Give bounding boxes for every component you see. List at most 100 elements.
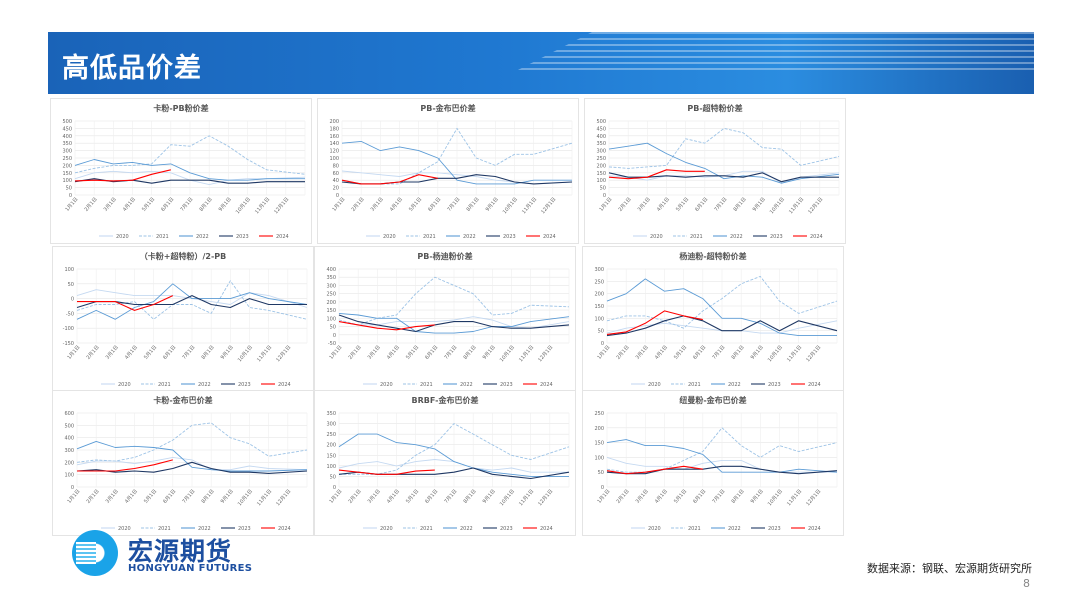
x-tick-label: 10月1日 [499, 344, 516, 363]
x-tick-label: 8月1日 [201, 344, 216, 360]
chart-svg: 0 50 100 150 200 250 300 350 1月1日 2月1日 3月1日 4月1日 5月1… [326, 411, 570, 532]
y-tick-label: 250 [594, 411, 604, 417]
series-line-2022 [74, 159, 305, 181]
series-line-2024 [338, 321, 435, 331]
x-tick-label: 3月1日 [103, 196, 118, 212]
chart-6: 杨迪粉-超特粉价差 0 50 100 150 200 250 300 1月1日 2月1日 3月1日 4… [582, 246, 844, 392]
x-tick-label: 4月1日 [386, 488, 401, 504]
y-tick-label: 200 [596, 163, 606, 169]
x-tick-label: 10月1日 [767, 344, 784, 363]
y-tick-label: 50 [598, 329, 604, 335]
legend-label: 2023 [768, 526, 781, 532]
series-line-2024 [606, 310, 703, 335]
y-tick-label: 100 [329, 156, 339, 162]
x-tick-label: 2月1日 [616, 344, 631, 360]
x-tick-label: 6月1日 [692, 488, 707, 504]
y-tick-label: 200 [62, 163, 72, 169]
series-line-2024 [77, 459, 173, 472]
y-tick-label: 150 [326, 453, 336, 459]
y-tick-label: 350 [326, 275, 336, 281]
x-tick-label: 10月1日 [767, 488, 784, 507]
y-tick-label: 250 [326, 292, 336, 298]
x-tick-label: 6月1日 [427, 196, 442, 212]
legend-label: 2022 [460, 382, 473, 388]
x-tick-label: 2月1日 [348, 344, 363, 360]
y-tick-label: 150 [326, 308, 336, 314]
legend-label: 2022 [198, 382, 211, 388]
y-tick-label: 60 [333, 171, 339, 177]
page-title: 高低品价差 [62, 53, 202, 84]
x-tick-label: 3月1日 [105, 344, 120, 360]
series-line-2023 [606, 465, 838, 475]
y-tick-label: 400 [596, 134, 606, 140]
x-tick-label: 11月1日 [521, 196, 538, 215]
x-tick-label: 12月1日 [273, 196, 290, 215]
y-tick-label: 250 [326, 432, 336, 438]
x-tick-label: 2月1日 [86, 344, 101, 360]
y-tick-label: -100 [63, 326, 74, 332]
x-tick-label: 4月1日 [656, 196, 671, 212]
x-tick-label: 7月1日 [181, 488, 196, 504]
series-line-2022 [338, 433, 569, 477]
y-tick-label: 0 [71, 485, 74, 491]
y-tick-label: 0 [333, 333, 336, 339]
legend-label: 2024 [540, 526, 553, 532]
x-tick-label: 7月1日 [443, 488, 458, 504]
y-tick-label: 300 [62, 149, 72, 155]
y-tick-label: 0 [69, 193, 72, 199]
y-tick-label: 400 [62, 134, 72, 140]
x-tick-label: 6月1日 [160, 196, 175, 212]
y-tick-label: 450 [62, 126, 72, 132]
x-tick-label: 5月1日 [408, 196, 423, 212]
y-tick-label: 200 [329, 119, 339, 125]
y-tick-label: 140 [329, 141, 339, 147]
x-tick-label: 7月1日 [446, 196, 461, 212]
x-tick-label: 12月1日 [805, 344, 822, 363]
x-tick-label: 3月1日 [370, 196, 385, 212]
legend-label: 2020 [383, 234, 396, 240]
x-tick-label: 12月1日 [805, 488, 822, 507]
x-tick-label: 11月1日 [518, 488, 535, 507]
y-tick-label: -50 [66, 311, 74, 317]
y-tick-label: 350 [62, 141, 72, 147]
logo-mark-icon [72, 530, 118, 576]
series-line-2021 [338, 276, 570, 326]
x-tick-label: 7月1日 [179, 196, 194, 212]
x-tick-label: 5月1日 [673, 488, 688, 504]
y-tick-label: 450 [596, 126, 606, 132]
legend-label: 2022 [728, 382, 741, 388]
legend-label: 2021 [688, 382, 701, 388]
y-tick-label: 500 [62, 119, 72, 125]
x-tick-label: 8月1日 [466, 196, 481, 212]
legend-label: 2021 [420, 526, 433, 532]
y-tick-label: -50 [328, 341, 336, 347]
x-tick-label: 12月1日 [540, 196, 557, 215]
legend-label: 2020 [380, 382, 393, 388]
x-tick-label: 5月1日 [143, 344, 158, 360]
y-tick-label: 100 [64, 473, 74, 479]
x-tick-label: 2月1日 [616, 488, 631, 504]
legend-label: 2020 [648, 382, 661, 388]
x-tick-label: 3月1日 [367, 344, 382, 360]
y-tick-label: 250 [594, 279, 604, 285]
x-tick-label: 4月1日 [386, 344, 401, 360]
legend-label: 2022 [198, 526, 211, 532]
y-tick-label: 500 [64, 423, 74, 429]
x-tick-label: 1月1日 [598, 196, 613, 212]
series-line-2022 [606, 439, 838, 473]
y-tick-label: 180 [329, 126, 339, 132]
x-tick-label: 8月1日 [731, 344, 746, 360]
x-tick-label: 1月1日 [328, 488, 343, 504]
legend-label: 2023 [236, 234, 249, 240]
chart-8: BRBF-金布巴价差 0 50 100 150 200 250 300 350 1月1日 2月1日 3… [314, 390, 576, 536]
x-tick-label: 6月1日 [424, 488, 439, 504]
series-line-2020 [338, 459, 569, 473]
series-line-2024 [606, 465, 703, 475]
chart-7: 卡粉-金布巴价差 0 100 200 300 400 500 600 1月1日 2月1日 3月1日 4… [52, 390, 314, 536]
y-tick-label: 200 [326, 443, 336, 449]
y-tick-label: 150 [594, 304, 604, 310]
y-tick-label: 150 [596, 171, 606, 177]
